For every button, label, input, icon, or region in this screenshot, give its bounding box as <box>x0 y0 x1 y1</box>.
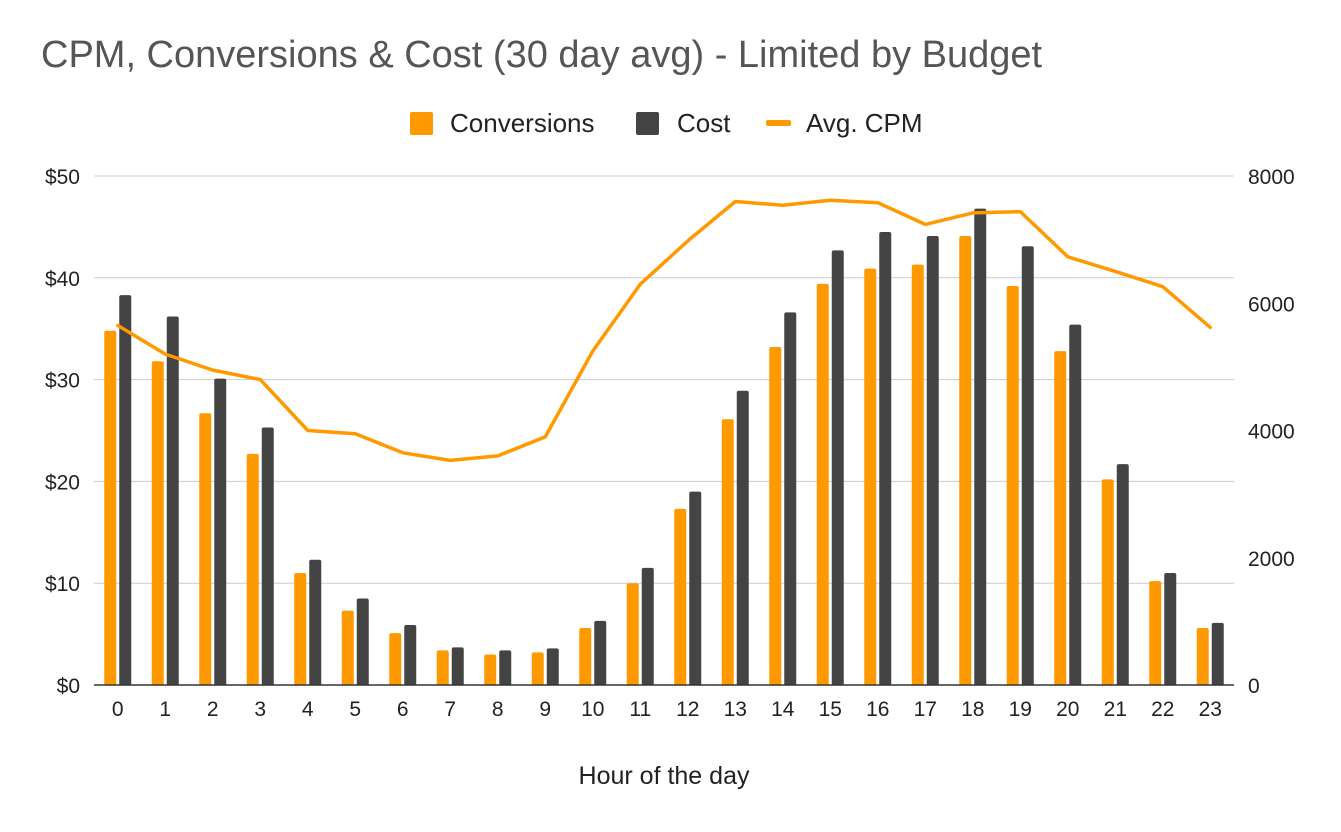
conversions-bar <box>769 347 782 685</box>
conversions-bar <box>484 654 497 685</box>
chart-title: CPM, Conversions & Cost (30 day avg) - L… <box>41 34 1043 76</box>
conversions-bar <box>864 268 877 685</box>
x-tick-label: 17 <box>914 698 937 721</box>
y-right-tick-label: 6000 <box>1248 293 1295 316</box>
cpm-line-layer <box>116 198 1213 463</box>
x-tick-label: 9 <box>539 698 551 721</box>
bars <box>104 208 1224 686</box>
x-tick-label: 15 <box>819 698 842 721</box>
x-tick-label: 16 <box>866 698 889 721</box>
x-tick-label: 18 <box>961 698 984 721</box>
cost-bar <box>736 390 749 685</box>
cost-bar <box>1069 324 1082 685</box>
conversions-bar <box>959 236 972 685</box>
cost-bar <box>214 378 227 685</box>
x-tick-label: 22 <box>1151 698 1174 721</box>
x-tick-label: 10 <box>581 698 604 721</box>
conversions-bar <box>531 652 544 685</box>
cost-bar <box>831 250 844 685</box>
x-axis-title: Hour of the day <box>579 762 750 790</box>
x-tick-label: 12 <box>676 698 699 721</box>
conversions-bar <box>294 573 307 685</box>
x-tick-label: 11 <box>629 698 651 721</box>
x-tick-label: 6 <box>397 698 409 721</box>
x-tick-label: 0 <box>112 698 124 721</box>
conversions-bar <box>1054 351 1067 685</box>
legend: Conversions Cost Avg. CPM <box>410 108 923 138</box>
x-tick-label: 7 <box>444 698 456 721</box>
x-tick-label: 1 <box>159 698 171 721</box>
y-right-tick-label: 0 <box>1248 675 1260 698</box>
x-tick-label: 13 <box>724 698 747 721</box>
x-tick-label: 23 <box>1199 698 1222 721</box>
cost-bar <box>1164 573 1177 685</box>
x-tick-label: 14 <box>771 698 795 721</box>
conversions-bar <box>246 453 259 685</box>
cost-bar <box>404 624 417 685</box>
conversions-bar <box>104 330 117 685</box>
legend-label-conversions: Conversions <box>450 108 595 138</box>
y-right-tick-label: 4000 <box>1248 421 1295 444</box>
conversions-bar <box>341 610 354 685</box>
cost-bar <box>879 231 892 686</box>
cost-bar <box>1211 622 1224 685</box>
conversions-bar <box>199 413 212 685</box>
cost-bar <box>309 559 322 685</box>
conversions-bar <box>1149 581 1162 685</box>
y-right-tick-label: 8000 <box>1248 166 1295 189</box>
gridlines <box>94 175 1234 584</box>
y-left-tick-label: $30 <box>45 370 80 393</box>
y-right-tick-label: 2000 <box>1248 548 1295 571</box>
cost-bar <box>926 236 939 685</box>
x-tick-label: 2 <box>207 698 219 721</box>
legend-swatch-avg-cpm <box>766 120 791 126</box>
legend-swatch-cost <box>636 112 659 135</box>
cost-bar <box>451 647 464 685</box>
cost-bar <box>499 650 512 685</box>
cost-bar <box>974 208 987 686</box>
conversions-bar <box>911 264 924 685</box>
x-tick-label: 21 <box>1104 698 1127 721</box>
conversions-bar <box>151 361 164 685</box>
legend-swatch-conversions <box>410 112 433 135</box>
cost-bar <box>641 567 654 685</box>
y-left-tick-label: $40 <box>45 268 80 291</box>
avg-cpm-line <box>116 198 1213 463</box>
cost-bar <box>546 648 559 685</box>
x-tick-label: 3 <box>254 698 266 721</box>
cost-bar <box>261 427 274 685</box>
conversions-bar <box>1006 285 1019 685</box>
cost-bar <box>166 316 179 685</box>
conversions-bar <box>1101 479 1114 685</box>
cost-bar <box>1116 464 1129 685</box>
x-tick-label: 20 <box>1056 698 1079 721</box>
x-tick-label: 4 <box>302 698 314 721</box>
conversions-bar <box>674 508 687 685</box>
conversions-bar <box>389 633 402 685</box>
conversions-bar <box>626 583 639 685</box>
conversions-bar <box>1196 627 1209 685</box>
cost-bar <box>689 491 702 685</box>
legend-label-avg-cpm: Avg. CPM <box>806 108 923 138</box>
x-tick-label: 5 <box>349 698 361 721</box>
cost-bar <box>784 312 797 685</box>
conversions-bar <box>721 419 734 685</box>
y-left-tick-label: $10 <box>45 573 80 596</box>
conversions-bar <box>816 283 829 685</box>
cost-bar <box>119 295 132 685</box>
y-left-tick-label: $0 <box>57 675 80 698</box>
legend-label-cost: Cost <box>677 108 731 138</box>
x-tick-label: 19 <box>1009 698 1032 721</box>
cost-bar <box>356 598 369 685</box>
x-tick-label: 8 <box>492 698 504 721</box>
cost-bar <box>594 620 607 685</box>
cost-bar <box>1021 246 1034 685</box>
y-left-tick-label: $20 <box>45 471 80 494</box>
conversions-bar <box>579 627 592 685</box>
conversions-bar <box>436 650 449 685</box>
y-left-tick-label: $50 <box>45 166 80 189</box>
